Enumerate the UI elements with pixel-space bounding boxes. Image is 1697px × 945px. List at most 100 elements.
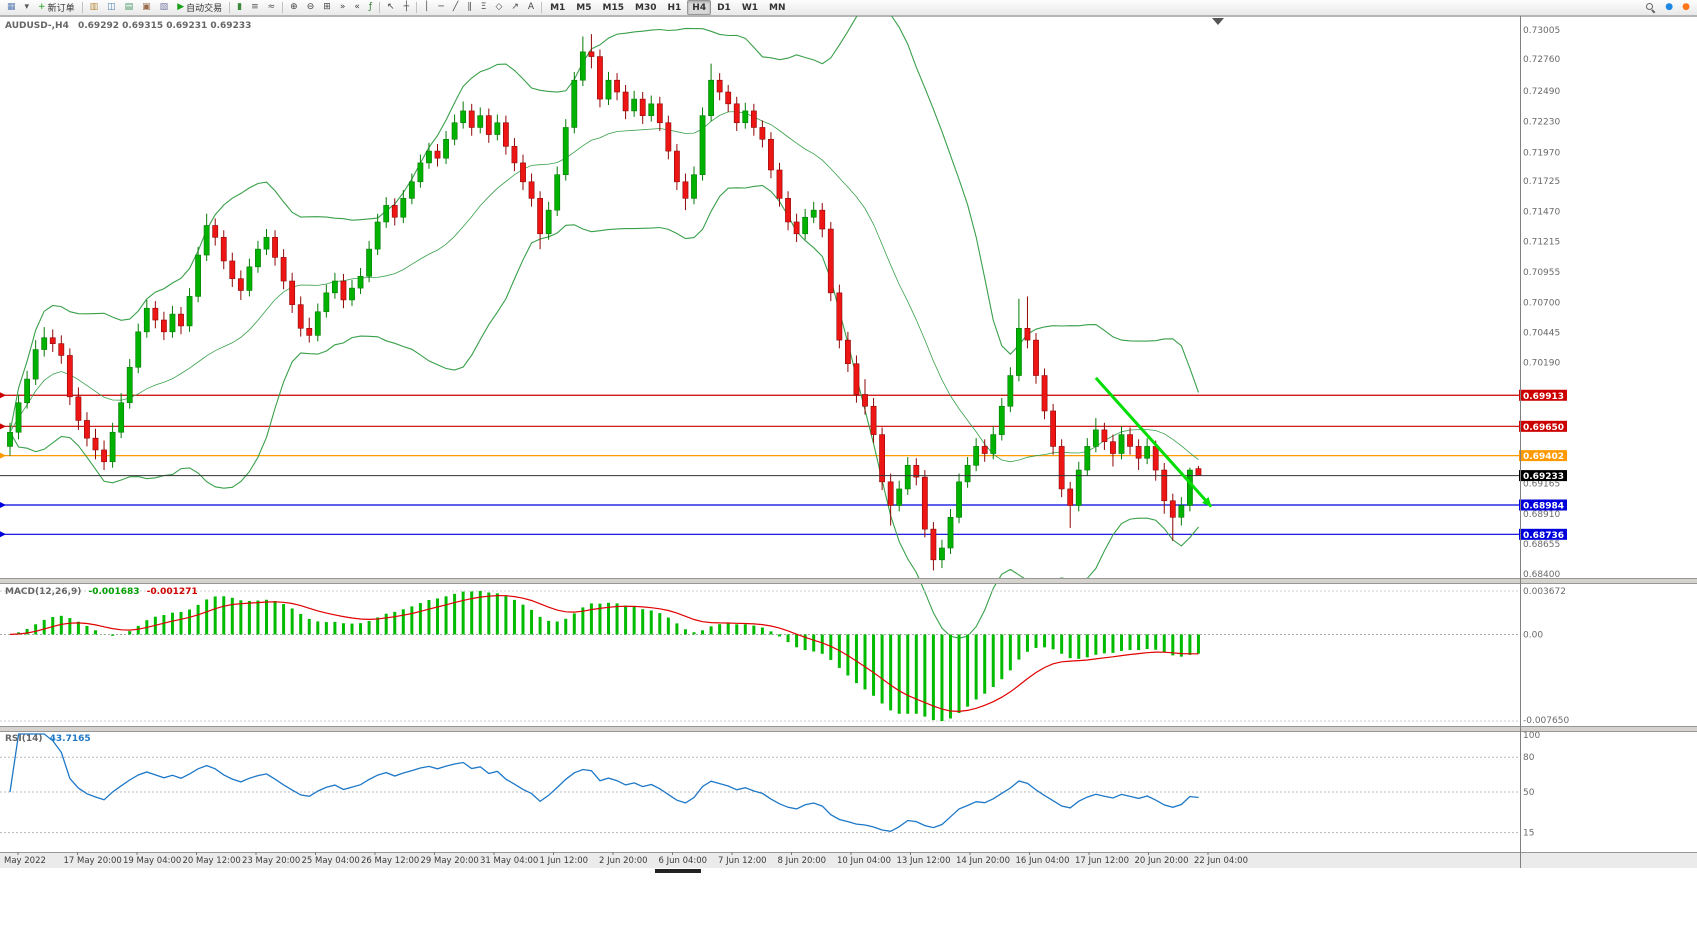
vertical-line-icon: │ (423, 2, 430, 12)
notifications-icon: ● (1665, 2, 1674, 12)
timeframe-m1-button[interactable]: M1 (545, 0, 570, 15)
rsi-scale-label: 80 (1523, 753, 1535, 763)
time-axis-label: 31 May 04:00 (480, 856, 538, 866)
price-tick-label: 0.70955 (1523, 268, 1560, 278)
search-icon (1646, 2, 1656, 13)
price-tick-label: 0.73005 (1523, 26, 1560, 36)
indicators-icon[interactable]: ƒ (365, 0, 376, 15)
chart-shift-marker[interactable] (1212, 18, 1224, 25)
new-order-button-label: 新订单 (47, 4, 75, 14)
current-price-label (1519, 470, 1567, 482)
timeframe-m30-button[interactable]: M30 (630, 0, 661, 15)
macd-signal-line (9, 594, 1199, 713)
shapes-icon[interactable]: ◇ (491, 0, 506, 15)
price-tick-label: 0.68910 (1523, 510, 1560, 520)
time-axis-label: 29 May 20:00 (421, 856, 479, 866)
equidistant-channel-icon[interactable]: ∥ (463, 0, 476, 15)
toolbar: ▦ ▾ + 新订单 ▥ ◫ ▤ ▣ ▧ ▶ 自动交易 ▮ ≡ ≈ ⊕ ⊖ ⊞ » « ƒ ↖ ┼ │ ─ ╱ ∥ Ξ ◇ ↗ A M1 M5 M… (0, 0, 1697, 16)
vertical-line-icon[interactable]: │ (420, 0, 433, 15)
time-axis-label: 1 Jun 12:00 (540, 856, 589, 866)
time-axis-label: 6 Jun 04:00 (659, 856, 708, 866)
dropdown-arrow-icon[interactable]: ▾ (21, 0, 34, 15)
panel-separator-rsi[interactable] (0, 726, 1697, 732)
timeframe-w1-button-label: W1 (741, 2, 759, 13)
chart-shift-icon: « (354, 2, 360, 12)
time-axis[interactable] (0, 852, 1697, 868)
fibonacci-icon[interactable]: Ξ (477, 0, 491, 15)
rsi-scale-label: 15 (1523, 829, 1534, 839)
dropdown-arrow-icon: ▾ (24, 2, 30, 12)
bar-chart-icon[interactable]: ≡ (247, 0, 263, 15)
ohlc-values: 0.69292 0.69315 0.69231 0.69233 (77, 21, 252, 31)
line-chart-icon[interactable]: ≈ (264, 0, 280, 15)
horizontal-scrollbar-thumb[interactable] (655, 869, 701, 873)
auto-scroll-icon[interactable]: » (336, 0, 350, 15)
time-axis-label: 7 Jun 12:00 (718, 856, 767, 866)
price-tick-label: 0.69165 (1523, 480, 1560, 490)
svg-text:0.69233: 0.69233 (1523, 472, 1564, 482)
timeframe-h1-button[interactable]: H1 (662, 0, 686, 15)
new-order-button[interactable]: + 新订单 (34, 0, 79, 15)
community-icon[interactable]: ● (1678, 0, 1694, 15)
tile-windows-icon[interactable]: ⊞ (319, 0, 335, 15)
cursor-icon[interactable]: ↖ (383, 0, 399, 15)
price-axis[interactable] (1520, 16, 1580, 852)
time-axis-label: 14 Jun 20:00 (956, 856, 1010, 866)
trend-arrow[interactable] (1094, 376, 1213, 508)
crosshair-icon[interactable]: ┼ (400, 0, 413, 15)
time-axis-label: 19 May 04:00 (123, 856, 181, 866)
time-axis-label: 17 Jun 12:00 (1075, 856, 1129, 866)
support-line-1-price-label (1519, 499, 1567, 511)
indicators-icon: ƒ (368, 2, 373, 12)
time-axis-label: 23 May 20:00 (242, 856, 300, 866)
timeframe-m5-button[interactable]: M5 (571, 0, 596, 15)
price-tick-label: 0.70700 (1523, 298, 1560, 308)
notifications-icon[interactable]: ● (1661, 0, 1677, 15)
timeframe-d1-button[interactable]: D1 (712, 0, 736, 15)
timeframe-w1-button[interactable]: W1 (737, 0, 763, 15)
timeframe-mn-button[interactable]: MN (764, 0, 791, 15)
new-order-button-icon: + (38, 2, 46, 12)
text-label-icon[interactable]: A (524, 0, 538, 15)
terminal-icon[interactable]: ▣ (138, 0, 155, 15)
timeframe-h1-button-label: H1 (667, 2, 682, 13)
symbol-timeframe-label: AUDUSD-,H4 (5, 21, 69, 31)
navigator-icon[interactable]: ▤ (121, 0, 138, 15)
zoom-out-icon[interactable]: ⊖ (303, 0, 319, 15)
timeframe-mn-button-label: MN (769, 2, 786, 13)
candlestick-chart-icon[interactable]: ▮ (233, 0, 246, 15)
timeframe-d1-button-label: D1 (717, 2, 731, 13)
chart-shift-icon[interactable]: « (350, 0, 364, 15)
timeframe-h4-button[interactable]: H4 (687, 0, 712, 15)
text-label-icon: A (527, 2, 535, 12)
candles (7, 34, 1202, 571)
chart-window-icon[interactable]: ▦ (3, 0, 20, 15)
zoom-in-icon: ⊕ (290, 2, 298, 12)
price-tick-label: 0.70190 (1523, 359, 1560, 369)
panel-separator-macd[interactable] (0, 578, 1697, 584)
zoom-in-icon[interactable]: ⊕ (286, 0, 302, 15)
market-watch-icon[interactable]: ▥ (86, 0, 103, 15)
data-window-icon[interactable]: ◫ (103, 0, 120, 15)
price-tick-label: 0.71725 (1523, 177, 1560, 187)
trendline-icon[interactable]: ╱ (449, 0, 462, 15)
macd-scale-label: 0.003672 (1523, 587, 1566, 597)
strategy-tester-icon[interactable]: ▧ (156, 0, 173, 15)
time-axis-label: 10 Jun 04:00 (837, 856, 891, 866)
macd-header: MACD(12,26,9) -0.001683 -0.001271 (5, 587, 198, 597)
macd-label: MACD(12,26,9) (5, 587, 82, 597)
horizontal-line-icon[interactable]: ─ (434, 0, 447, 15)
arrows-icon[interactable]: ↗ (507, 0, 523, 15)
price-tick-label: 0.72230 (1523, 118, 1560, 128)
timeframe-m15-button[interactable]: M15 (598, 0, 629, 15)
auto-trading-button[interactable]: ▶ 自动交易 (173, 0, 226, 15)
time-axis-label: 13 Jun 12:00 (897, 856, 951, 866)
price-tick-label: 0.71215 (1523, 237, 1560, 247)
resistance-line-2-price-label (1519, 420, 1567, 432)
search-icon[interactable] (1642, 0, 1660, 15)
time-axis-label: 2 Jun 20:00 (599, 856, 648, 866)
macd-signal-value: -0.001271 (146, 587, 198, 597)
bollinger-middle-band (9, 111, 1199, 463)
resistance-line-1-price-label (1519, 389, 1567, 401)
